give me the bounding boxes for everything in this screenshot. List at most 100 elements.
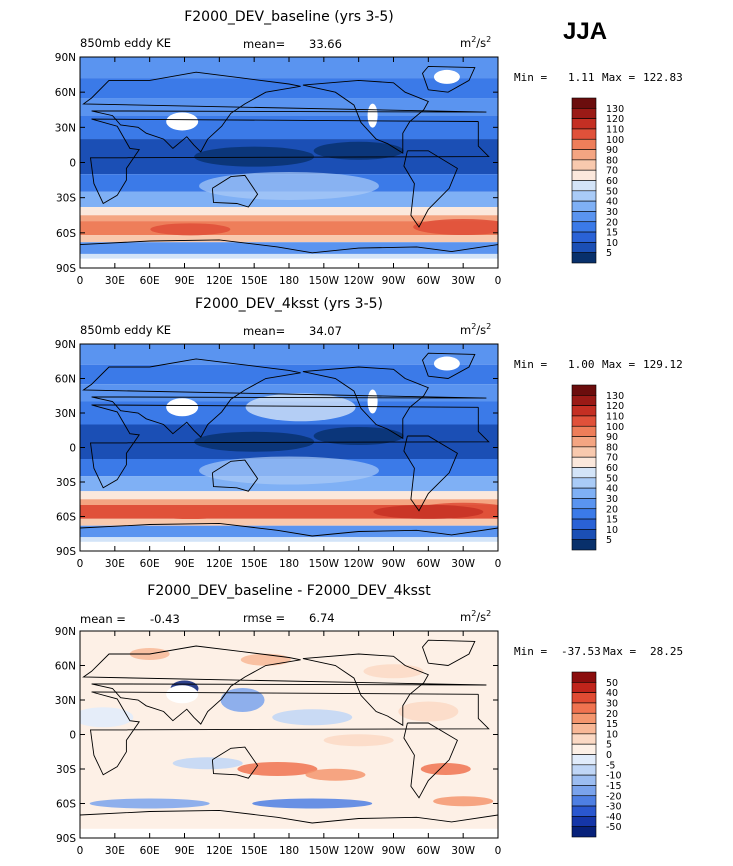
field-band (80, 344, 498, 365)
field-band (80, 215, 498, 222)
field-blob (199, 456, 379, 485)
x-tick-label: 90E (175, 845, 195, 857)
stat-value: 33.66 (309, 37, 342, 51)
coastline (403, 150, 458, 228)
colorbar-label: 40 (606, 197, 618, 208)
colorbar-label: 100 (606, 422, 624, 433)
y-tick-label: 0 (69, 158, 76, 170)
field-blob (199, 171, 379, 200)
field-blob (150, 223, 231, 236)
x-tick-label: 120W (343, 275, 374, 287)
missing-region (433, 69, 460, 84)
colorbar-swatch (571, 518, 597, 530)
max-label: Max = (602, 358, 635, 371)
colorbar-label: 130 (606, 104, 624, 115)
colorbar-swatch (571, 702, 597, 714)
field-blob (420, 763, 471, 775)
colorbar-swatch (571, 723, 597, 735)
field-blob (433, 796, 494, 807)
x-tick-label: 30E (105, 845, 125, 857)
map-field (80, 631, 498, 838)
colorbar-label: 5 (606, 740, 612, 751)
x-tick-label: 0 (77, 845, 84, 857)
stat-label: rmse = (243, 611, 285, 625)
x-tick-label: 30E (105, 275, 125, 287)
field-blob (373, 504, 484, 519)
colorbar-swatch (571, 487, 597, 499)
x-tick-label: 90W (382, 558, 406, 570)
x-tick-label: 180 (279, 275, 299, 287)
field-blob (323, 734, 394, 747)
x-tick-label: 0 (495, 845, 502, 857)
field-blob (398, 701, 459, 722)
coastline (89, 404, 490, 489)
colorbar-swatch (571, 743, 597, 755)
y-tick-label: 0 (69, 730, 76, 742)
missing-region (166, 398, 199, 417)
colorbar-label: -40 (606, 812, 622, 823)
x-tick-label: 90W (382, 845, 406, 857)
colorbar-label: 30 (606, 207, 618, 218)
variable-label: 850mb eddy KE (80, 36, 171, 50)
field-band (80, 491, 498, 500)
colorbar-swatch (571, 180, 597, 192)
panel-title: F2000_DEV_baseline - F2000_DEV_4ksst (147, 583, 431, 599)
y-tick-label: 90S (56, 263, 76, 275)
colorbar-label: 90 (606, 145, 618, 156)
colorbar-label: -10 (606, 771, 622, 782)
colorbar-label: 80 (606, 442, 618, 453)
field-blob (313, 141, 404, 160)
colorbar-swatch (571, 415, 597, 427)
x-tick-label: 0 (77, 275, 84, 287)
x-tick-label: 60W (416, 558, 440, 570)
coastline (80, 809, 498, 824)
colorbar-swatch (571, 252, 597, 264)
colorbar-swatch (571, 671, 597, 683)
x-tick-label: 0 (77, 558, 84, 570)
panel-2: F2000_DEV_4ksst (yrs 3-5) 850mb eddy KE me… (55, 296, 683, 570)
missing-region (433, 356, 460, 371)
x-tick-label: 60E (140, 845, 160, 857)
coastline (403, 435, 458, 512)
field-blob (305, 768, 366, 781)
mean-value: -0.43 (150, 612, 180, 626)
field-band (80, 98, 498, 116)
y-tick-label: 60S (56, 228, 76, 240)
x-tick-label: 30W (451, 845, 475, 857)
min-value: 1.11 (568, 71, 595, 84)
colorbar-swatch (571, 118, 597, 130)
field-blob (220, 688, 265, 712)
field-band (80, 518, 498, 526)
colorbar-label: 50 (606, 186, 618, 197)
colorbar-swatch (571, 405, 597, 417)
coastline (80, 522, 498, 537)
field-blob (194, 146, 315, 167)
field-blob (363, 664, 424, 679)
coastline (82, 645, 487, 725)
coastline (80, 239, 498, 254)
y-tick-label: 60N (55, 661, 76, 673)
x-tick-label: 150E (241, 275, 268, 287)
colorbar-label: 50 (606, 473, 618, 484)
field-blob (194, 431, 315, 452)
colorbar-swatch (571, 816, 597, 827)
y-tick-label: 90S (56, 546, 76, 558)
coastline (211, 746, 259, 779)
colorbar-label: 70 (606, 453, 618, 464)
y-tick-label: 30S (56, 477, 76, 489)
field-blob (313, 427, 404, 445)
missing-region (166, 685, 199, 704)
stat-label: mean= (243, 37, 285, 51)
unit-label: m2/s2 (460, 35, 491, 50)
y-tick-label: 60N (55, 374, 76, 386)
field-blob (237, 762, 318, 776)
coastline (302, 366, 429, 440)
coastline (302, 653, 429, 727)
colorbar-swatch (571, 467, 597, 479)
colorbar-swatch (571, 764, 597, 776)
coastline (89, 118, 490, 205)
panel-title: F2000_DEV_baseline (yrs 3-5) (184, 9, 394, 25)
colorbar-label: 15 (606, 228, 618, 239)
x-tick-label: 120E (206, 558, 233, 570)
